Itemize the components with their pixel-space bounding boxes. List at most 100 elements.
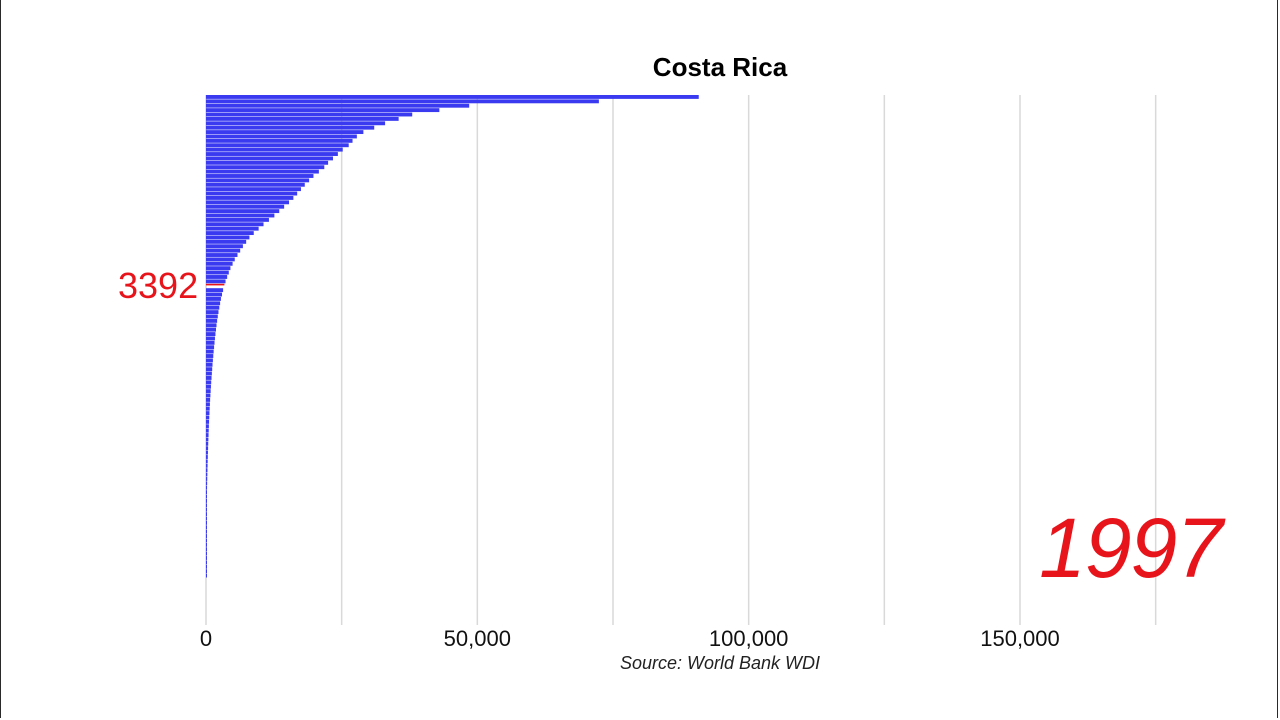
bar — [206, 213, 275, 218]
bar — [206, 564, 207, 569]
bar — [206, 314, 218, 319]
bar — [206, 419, 210, 424]
bar — [206, 345, 215, 350]
bar — [206, 296, 221, 301]
bar — [206, 340, 215, 345]
bar — [206, 512, 207, 517]
bar — [206, 336, 215, 341]
bar — [206, 384, 211, 389]
bar — [206, 301, 221, 306]
bar — [206, 573, 207, 578]
grid-lines — [205, 95, 1157, 625]
bar — [206, 516, 207, 521]
bar — [206, 367, 213, 372]
bar — [206, 446, 209, 451]
bar — [206, 279, 226, 284]
bar — [206, 494, 207, 499]
source-note: Source: World Bank WDI — [619, 653, 821, 673]
bar — [206, 103, 470, 108]
bar — [206, 261, 233, 266]
bar — [206, 472, 208, 477]
bar — [206, 507, 207, 512]
bar — [206, 498, 207, 503]
bar — [206, 257, 235, 262]
chart-title: Costa Rica — [652, 52, 788, 82]
bar — [206, 556, 207, 560]
bar — [206, 569, 207, 574]
bar — [206, 354, 214, 358]
bar — [206, 292, 223, 297]
x-axis-ticks: 0 50,000 100,000 150,000 — [200, 626, 1060, 651]
bar — [206, 362, 213, 367]
bar — [206, 204, 285, 209]
bar — [206, 178, 310, 183]
bar — [206, 463, 208, 468]
bar — [206, 275, 228, 279]
bar — [206, 477, 208, 481]
bar — [206, 108, 440, 113]
bar — [206, 415, 210, 420]
bar — [206, 160, 329, 165]
bar — [206, 248, 241, 253]
bar — [206, 503, 207, 508]
bar — [206, 525, 207, 530]
bar — [206, 231, 254, 236]
bar — [206, 121, 386, 126]
bar — [206, 288, 224, 293]
bar — [206, 226, 259, 231]
bar — [206, 424, 209, 429]
bar — [206, 485, 208, 490]
bar — [206, 187, 301, 192]
bars — [206, 95, 699, 578]
x-tick-label: 150,000 — [980, 626, 1060, 651]
bar — [206, 182, 305, 187]
bar — [206, 318, 218, 323]
bar — [206, 542, 207, 547]
bar — [206, 520, 207, 525]
bar — [206, 125, 375, 130]
bar — [206, 358, 213, 363]
year-label: 1997 — [1039, 501, 1223, 595]
bar — [206, 134, 357, 139]
bar — [206, 481, 208, 486]
bar — [206, 441, 209, 446]
bar — [206, 217, 269, 222]
bar — [206, 270, 229, 275]
bar — [206, 138, 353, 143]
bar — [206, 428, 209, 433]
bar — [206, 195, 294, 200]
bar — [206, 99, 599, 104]
bar — [206, 305, 220, 310]
bar — [206, 538, 207, 543]
bar — [206, 222, 264, 227]
bar — [206, 402, 210, 407]
bar — [206, 152, 338, 156]
bar — [206, 529, 207, 534]
bar — [206, 253, 238, 257]
bar — [206, 310, 219, 315]
bar — [206, 239, 247, 244]
x-tick-label: 100,000 — [709, 626, 789, 651]
bar — [206, 165, 325, 170]
bar — [206, 389, 211, 394]
bar — [206, 450, 208, 455]
bar — [206, 547, 207, 552]
bar — [206, 490, 207, 495]
bar — [206, 174, 314, 178]
bar — [206, 349, 214, 354]
bar — [206, 327, 216, 332]
bar — [206, 143, 349, 148]
bar — [206, 393, 211, 398]
bar — [206, 551, 207, 556]
bar — [206, 209, 280, 214]
x-tick-label: 50,000 — [444, 626, 511, 651]
bar — [206, 411, 210, 416]
x-tick-label: 0 — [200, 626, 212, 651]
bar — [206, 323, 217, 328]
bar — [206, 147, 343, 152]
bar — [206, 380, 212, 385]
bar — [206, 406, 210, 411]
bar — [206, 433, 209, 437]
bar — [206, 560, 207, 565]
